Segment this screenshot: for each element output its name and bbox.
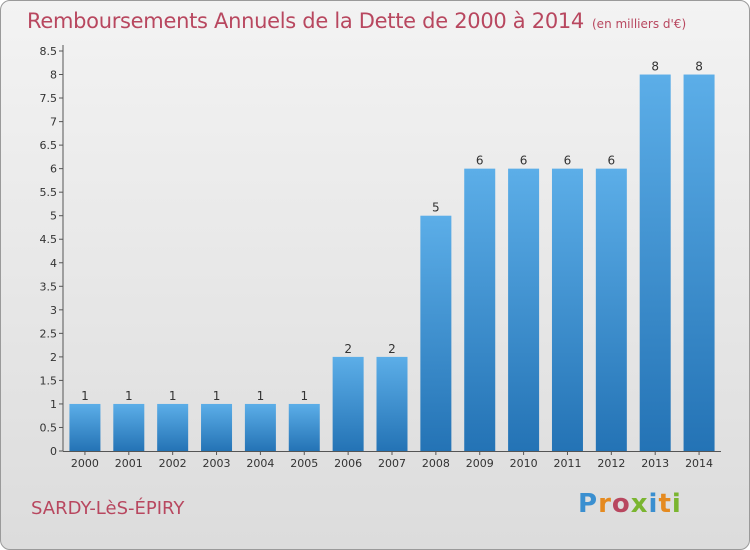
y-tick-label: 7.5 xyxy=(40,92,58,105)
bar xyxy=(551,168,583,451)
data-label: 6 xyxy=(476,154,484,168)
y-tick-label: 3.5 xyxy=(40,280,58,293)
x-tick-label: 2005 xyxy=(290,457,318,470)
x-tick-label: 2008 xyxy=(422,457,450,470)
x-tick-label: 2013 xyxy=(641,457,669,470)
x-tick-label: 2002 xyxy=(159,457,187,470)
data-label: 6 xyxy=(564,154,572,168)
data-label: 1 xyxy=(81,389,89,403)
data-label: 1 xyxy=(300,389,308,403)
y-tick-label: 2 xyxy=(50,351,57,364)
y-tick-label: 8 xyxy=(50,69,57,82)
y-tick-label: 1 xyxy=(50,398,57,411)
data-label: 6 xyxy=(520,154,528,168)
y-tick-label: 6 xyxy=(50,163,57,176)
x-tick-label: 2003 xyxy=(203,457,231,470)
data-label: 1 xyxy=(213,389,221,403)
bar xyxy=(464,168,496,451)
data-label: 8 xyxy=(651,60,659,74)
chart-title: Remboursements Annuels de la Dette de 20… xyxy=(27,9,686,33)
data-label: 2 xyxy=(344,342,352,356)
y-tick-label: 2.5 xyxy=(40,327,58,340)
bar xyxy=(288,403,320,451)
x-tick-label: 2009 xyxy=(466,457,494,470)
logo-letter: i xyxy=(671,489,682,519)
logo-letter: P xyxy=(578,489,599,519)
logo-letter: x xyxy=(630,489,649,519)
x-tick-label: 2001 xyxy=(115,457,143,470)
logo-letter: o xyxy=(611,489,631,519)
data-label: 1 xyxy=(169,389,177,403)
bar xyxy=(113,403,145,451)
x-tick-label: 2010 xyxy=(510,457,538,470)
y-tick-label: 7 xyxy=(50,116,57,129)
logo-letter: i xyxy=(648,489,659,519)
y-tick-label: 0 xyxy=(50,445,57,458)
bar xyxy=(332,356,364,451)
bar xyxy=(157,403,189,451)
logo-letter: r xyxy=(598,489,612,519)
chart-unit: (en milliers d'€) xyxy=(592,17,687,31)
data-label: 5 xyxy=(432,201,440,215)
bar xyxy=(201,403,233,451)
data-label: 1 xyxy=(125,389,133,403)
data-label: 2 xyxy=(388,342,396,356)
y-tick-label: 3 xyxy=(50,304,57,317)
bar xyxy=(508,168,540,451)
x-tick-label: 2012 xyxy=(597,457,625,470)
x-tick-label: 2006 xyxy=(334,457,362,470)
x-tick-label: 2011 xyxy=(553,457,581,470)
x-tick-label: 2014 xyxy=(685,457,713,470)
y-tick-label: 0.5 xyxy=(40,421,58,434)
logo-letter: t xyxy=(658,489,672,519)
x-tick-label: 2004 xyxy=(246,457,274,470)
proxiti-logo: Proxiti xyxy=(578,489,682,519)
data-label: 1 xyxy=(257,389,265,403)
bar xyxy=(595,168,627,451)
x-tick-label: 2007 xyxy=(378,457,406,470)
bar xyxy=(683,74,715,451)
x-tick-label: 2000 xyxy=(71,457,99,470)
bar xyxy=(376,356,408,451)
bar xyxy=(244,403,276,451)
town-name: SARDY-LèS-ÉPIRY xyxy=(31,498,185,519)
chart-title-text: Remboursements Annuels de la Dette de 20… xyxy=(27,9,584,33)
bar xyxy=(639,74,671,451)
y-tick-label: 6.5 xyxy=(40,139,58,152)
y-tick-label: 1.5 xyxy=(40,374,58,387)
y-tick-label: 4.5 xyxy=(40,233,58,246)
bar xyxy=(420,215,452,451)
data-label: 8 xyxy=(695,60,703,74)
data-label: 6 xyxy=(608,154,616,168)
y-tick-label: 5.5 xyxy=(40,186,58,199)
y-tick-label: 8.5 xyxy=(40,45,58,58)
bar xyxy=(69,403,101,451)
y-tick-label: 5 xyxy=(50,210,57,223)
y-tick-label: 4 xyxy=(50,257,57,270)
